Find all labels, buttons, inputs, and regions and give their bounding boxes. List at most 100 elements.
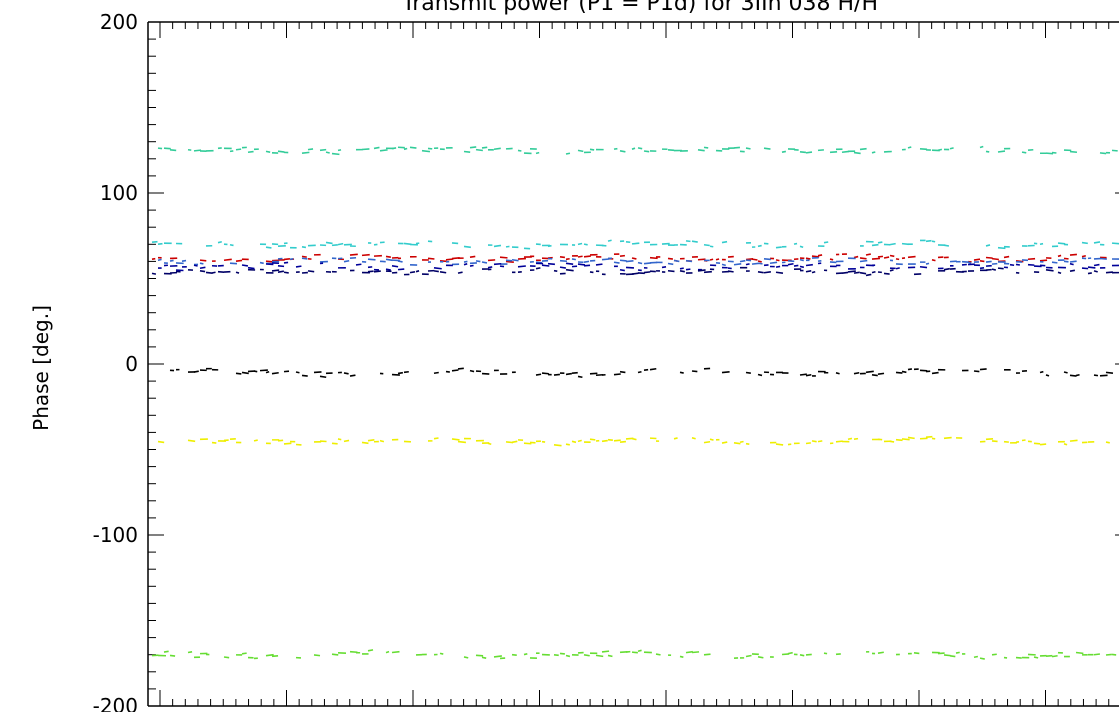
series-mark xyxy=(746,372,751,373)
series-mark xyxy=(272,656,278,657)
series-mark xyxy=(1022,152,1026,153)
series-mark xyxy=(164,148,171,149)
series-mark xyxy=(578,440,582,441)
series-mark xyxy=(740,261,745,262)
series-mark xyxy=(812,272,815,273)
series-mark xyxy=(386,269,391,270)
series-mark xyxy=(1070,261,1077,262)
series-mark xyxy=(188,440,195,441)
series-mark xyxy=(854,257,858,258)
series-mark xyxy=(830,152,837,153)
series-mark xyxy=(1064,444,1067,445)
series-mark xyxy=(482,147,487,148)
series-mark xyxy=(200,271,205,272)
series-mark xyxy=(794,244,797,245)
series-mark xyxy=(1070,152,1077,153)
series-mark xyxy=(308,149,313,150)
series-mark xyxy=(668,263,673,264)
y-tick-label: 200 xyxy=(100,10,138,34)
series-mark xyxy=(170,150,176,151)
series-mark xyxy=(584,256,591,257)
series-mark xyxy=(878,242,882,243)
series-mark xyxy=(914,653,919,654)
series-mark xyxy=(488,267,492,268)
series-mark xyxy=(854,373,859,374)
series-mark xyxy=(350,375,355,376)
series-mark xyxy=(596,264,602,265)
series-mark xyxy=(902,371,906,372)
axes xyxy=(148,22,1119,706)
series-mark xyxy=(788,261,794,262)
series-mark xyxy=(470,371,474,372)
series-mark xyxy=(854,272,860,273)
series-mark xyxy=(266,372,269,373)
series-mark xyxy=(1040,244,1043,245)
series-mark xyxy=(734,443,740,444)
series-mark xyxy=(578,256,583,257)
series-mark xyxy=(404,149,407,150)
series-mark xyxy=(236,272,239,273)
series-mark xyxy=(1106,442,1110,443)
series-mark xyxy=(1058,255,1061,256)
series-mark xyxy=(488,443,491,444)
series-mark xyxy=(494,264,501,265)
y-tick-label: 100 xyxy=(100,181,138,205)
series-mark xyxy=(986,261,992,262)
series-mark xyxy=(710,439,714,440)
series-mark xyxy=(932,260,935,261)
series-mark xyxy=(296,266,301,267)
series-mark xyxy=(236,260,242,261)
series-mark xyxy=(224,259,232,260)
series-mark xyxy=(566,270,574,271)
series-mark xyxy=(560,261,567,262)
series-mark xyxy=(896,268,900,269)
series-mark xyxy=(704,245,710,246)
series-mark xyxy=(806,258,810,259)
series-mark xyxy=(1064,372,1068,373)
series-mark xyxy=(1100,259,1107,260)
series-mark xyxy=(326,242,333,243)
series-mark xyxy=(896,372,902,373)
series-mark xyxy=(566,444,570,445)
series-mark xyxy=(812,441,817,442)
series-mark xyxy=(410,272,415,273)
series-mark xyxy=(866,371,874,372)
series-mark xyxy=(566,259,570,260)
series-mark xyxy=(260,263,264,264)
series-mark xyxy=(158,442,164,443)
series-mark xyxy=(842,151,849,152)
series-mark xyxy=(1100,153,1106,154)
series-mark xyxy=(1106,372,1113,373)
series-mark xyxy=(332,245,338,246)
series-mark xyxy=(494,148,501,149)
series-mark xyxy=(890,441,894,442)
series-8 xyxy=(152,650,1116,659)
series-mark xyxy=(332,443,338,444)
series-mark xyxy=(386,256,391,257)
series-mark xyxy=(686,652,693,653)
series-mark xyxy=(266,247,271,248)
series-mark xyxy=(1034,657,1038,658)
series-mark xyxy=(656,654,661,655)
series-mark xyxy=(1046,270,1054,271)
series-mark xyxy=(638,263,642,264)
series-mark xyxy=(1010,265,1014,266)
series-mark xyxy=(602,651,609,652)
series-mark xyxy=(1070,375,1076,376)
series-mark xyxy=(614,374,621,375)
series-mark xyxy=(620,442,626,443)
series-mark xyxy=(302,375,308,376)
series-mark xyxy=(512,260,519,261)
series-mark xyxy=(758,272,764,273)
series-mark xyxy=(632,243,639,244)
series-mark xyxy=(620,260,627,261)
series-mark xyxy=(992,654,997,655)
series-mark xyxy=(620,256,625,257)
series-mark xyxy=(482,262,487,263)
series-mark xyxy=(170,655,175,656)
series-mark xyxy=(326,152,330,153)
series-mark xyxy=(458,368,464,369)
series-mark xyxy=(218,242,222,243)
series-mark xyxy=(302,152,309,153)
series-mark xyxy=(452,243,458,244)
